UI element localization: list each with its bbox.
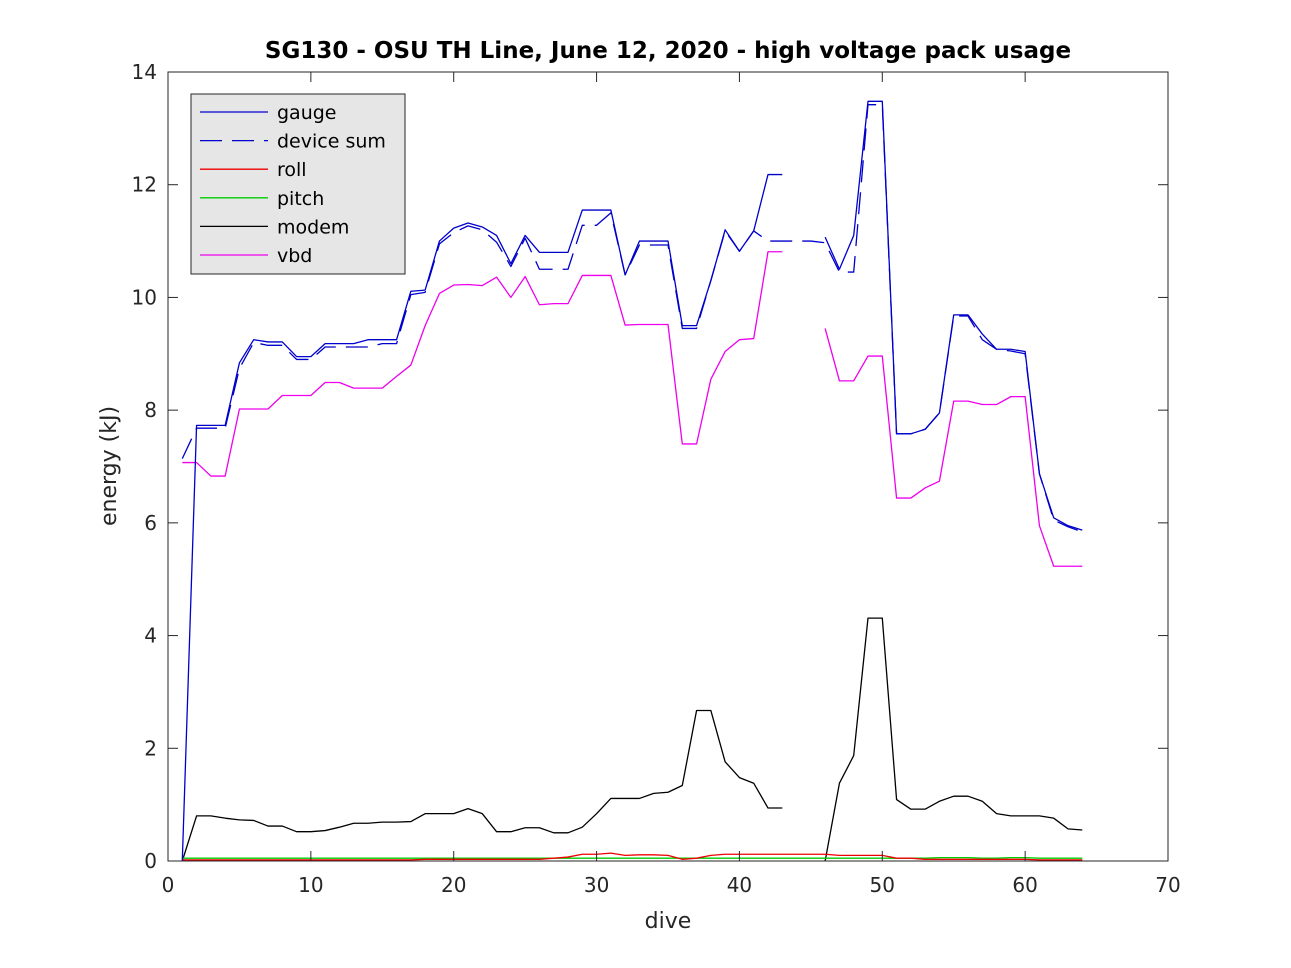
y-tick-label: 0 (144, 849, 157, 873)
legend-label: pitch (277, 188, 324, 210)
x-tick-label: 70 (1155, 873, 1180, 897)
series-line-roll (182, 852, 1083, 861)
y-tick-label: 4 (144, 624, 157, 648)
y-tick-label: 12 (132, 173, 157, 197)
y-axis-label: energy (kJ) (97, 406, 122, 526)
x-tick-label: 50 (870, 873, 895, 897)
y-axis: 0 2 4 6 8 10 12 14 (132, 60, 1168, 873)
plot-frame (167, 71, 1169, 862)
chart-title: SG130 - OSU TH Line, June 12, 2020 - hig… (265, 38, 1071, 64)
legend-label: device sum (277, 131, 386, 153)
x-tick-label: 10 (298, 873, 323, 897)
y-tick-label: 6 (144, 511, 157, 535)
x-tick-label: 0 (162, 873, 175, 897)
legend-label: modem (277, 216, 349, 238)
series-line-pitch (182, 856, 1083, 859)
y-tick-label: 14 (132, 60, 157, 84)
plot-area (181, 100, 1083, 862)
legend-label: vbd (277, 245, 312, 267)
legend-box (190, 93, 406, 275)
x-axis-label: dive (645, 909, 692, 934)
legend-label: gauge (277, 102, 337, 124)
y-tick-label: 2 (144, 736, 157, 760)
x-tick-label: 20 (441, 873, 466, 897)
x-axis: 0 10 20 30 40 50 60 70 (162, 72, 1181, 897)
series-line-gauge (181, 100, 1083, 862)
legend-label: roll (277, 159, 307, 181)
x-tick-label: 40 (727, 873, 752, 897)
series-line-vbd (182, 251, 1083, 567)
series-line-modem (181, 617, 1083, 862)
y-tick-label: 8 (144, 398, 157, 422)
y-tick-label: 10 (132, 285, 157, 309)
x-tick-label: 60 (1012, 873, 1037, 897)
legend: gauge device sum roll pitch modem vbd (190, 93, 406, 275)
x-tick-label: 30 (584, 873, 609, 897)
